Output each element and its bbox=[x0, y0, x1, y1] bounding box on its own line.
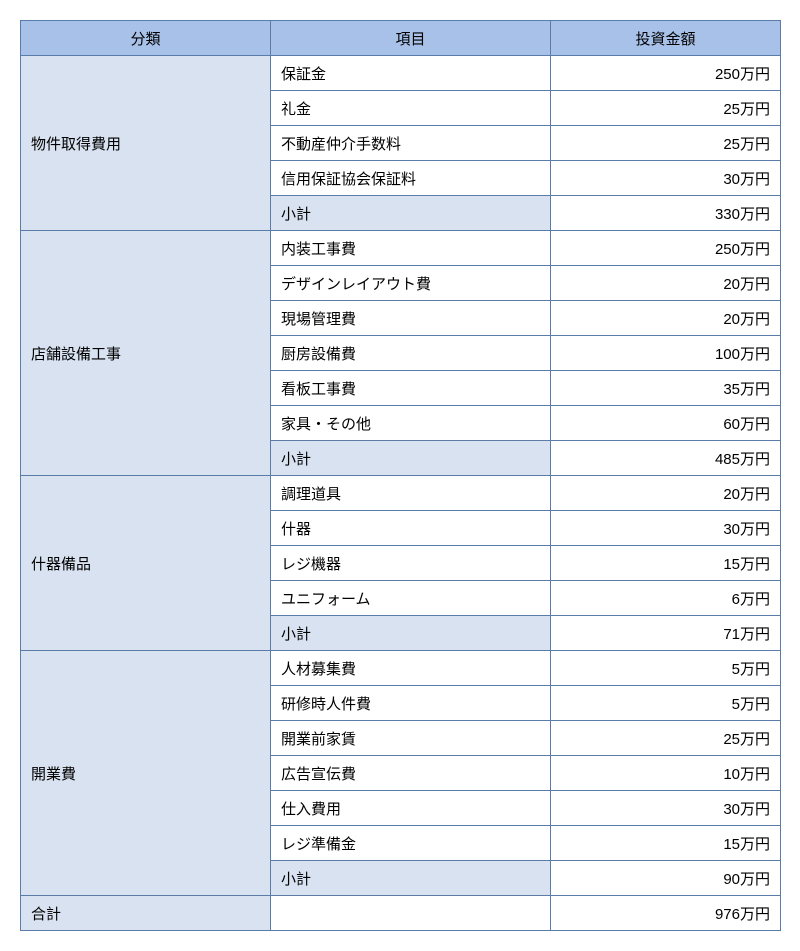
amount-cell: 60万円 bbox=[551, 406, 781, 441]
total-amount: 976万円 bbox=[551, 896, 781, 931]
table-row: 店舗設備工事内装工事費250万円 bbox=[21, 231, 781, 266]
item-cell: 現場管理費 bbox=[271, 301, 551, 336]
category-cell: 店舗設備工事 bbox=[21, 231, 271, 476]
amount-cell: 20万円 bbox=[551, 266, 781, 301]
total-row: 合計 976万円 bbox=[21, 896, 781, 931]
header-row: 分類 項目 投資金額 bbox=[21, 21, 781, 56]
item-cell: 不動産仲介手数料 bbox=[271, 126, 551, 161]
amount-cell: 25万円 bbox=[551, 126, 781, 161]
table-row: 物件取得費用保証金250万円 bbox=[21, 56, 781, 91]
amount-cell: 25万円 bbox=[551, 91, 781, 126]
col-header-item: 項目 bbox=[271, 21, 551, 56]
amount-cell: 25万円 bbox=[551, 721, 781, 756]
item-cell: 調理道具 bbox=[271, 476, 551, 511]
item-cell: 人材募集費 bbox=[271, 651, 551, 686]
subtotal-label: 小計 bbox=[271, 616, 551, 651]
item-cell: 保証金 bbox=[271, 56, 551, 91]
item-cell: 研修時人件費 bbox=[271, 686, 551, 721]
category-cell: 什器備品 bbox=[21, 476, 271, 651]
subtotal-amount: 90万円 bbox=[551, 861, 781, 896]
item-cell: 什器 bbox=[271, 511, 551, 546]
item-cell: 仕入費用 bbox=[271, 791, 551, 826]
item-cell: ユニフォーム bbox=[271, 581, 551, 616]
total-item bbox=[271, 896, 551, 931]
amount-cell: 250万円 bbox=[551, 231, 781, 266]
category-cell: 開業費 bbox=[21, 651, 271, 896]
amount-cell: 6万円 bbox=[551, 581, 781, 616]
investment-table: 分類 項目 投資金額 物件取得費用保証金250万円礼金25万円不動産仲介手数料2… bbox=[20, 20, 781, 931]
amount-cell: 10万円 bbox=[551, 756, 781, 791]
amount-cell: 20万円 bbox=[551, 301, 781, 336]
item-cell: 開業前家賃 bbox=[271, 721, 551, 756]
subtotal-label: 小計 bbox=[271, 861, 551, 896]
category-cell: 物件取得費用 bbox=[21, 56, 271, 231]
amount-cell: 30万円 bbox=[551, 511, 781, 546]
table-row: 什器備品調理道具20万円 bbox=[21, 476, 781, 511]
amount-cell: 30万円 bbox=[551, 161, 781, 196]
amount-cell: 100万円 bbox=[551, 336, 781, 371]
item-cell: 内装工事費 bbox=[271, 231, 551, 266]
amount-cell: 15万円 bbox=[551, 546, 781, 581]
item-cell: 家具・その他 bbox=[271, 406, 551, 441]
table-row: 開業費人材募集費5万円 bbox=[21, 651, 781, 686]
amount-cell: 250万円 bbox=[551, 56, 781, 91]
amount-cell: 15万円 bbox=[551, 826, 781, 861]
item-cell: デザインレイアウト費 bbox=[271, 266, 551, 301]
subtotal-label: 小計 bbox=[271, 441, 551, 476]
subtotal-amount: 485万円 bbox=[551, 441, 781, 476]
amount-cell: 5万円 bbox=[551, 651, 781, 686]
col-header-amount: 投資金額 bbox=[551, 21, 781, 56]
item-cell: 礼金 bbox=[271, 91, 551, 126]
amount-cell: 30万円 bbox=[551, 791, 781, 826]
amount-cell: 5万円 bbox=[551, 686, 781, 721]
amount-cell: 20万円 bbox=[551, 476, 781, 511]
col-header-category: 分類 bbox=[21, 21, 271, 56]
item-cell: レジ機器 bbox=[271, 546, 551, 581]
subtotal-label: 小計 bbox=[271, 196, 551, 231]
amount-cell: 35万円 bbox=[551, 371, 781, 406]
subtotal-amount: 330万円 bbox=[551, 196, 781, 231]
subtotal-amount: 71万円 bbox=[551, 616, 781, 651]
item-cell: 厨房設備費 bbox=[271, 336, 551, 371]
total-label: 合計 bbox=[21, 896, 271, 931]
item-cell: 看板工事費 bbox=[271, 371, 551, 406]
item-cell: レジ準備金 bbox=[271, 826, 551, 861]
item-cell: 信用保証協会保証料 bbox=[271, 161, 551, 196]
item-cell: 広告宣伝費 bbox=[271, 756, 551, 791]
